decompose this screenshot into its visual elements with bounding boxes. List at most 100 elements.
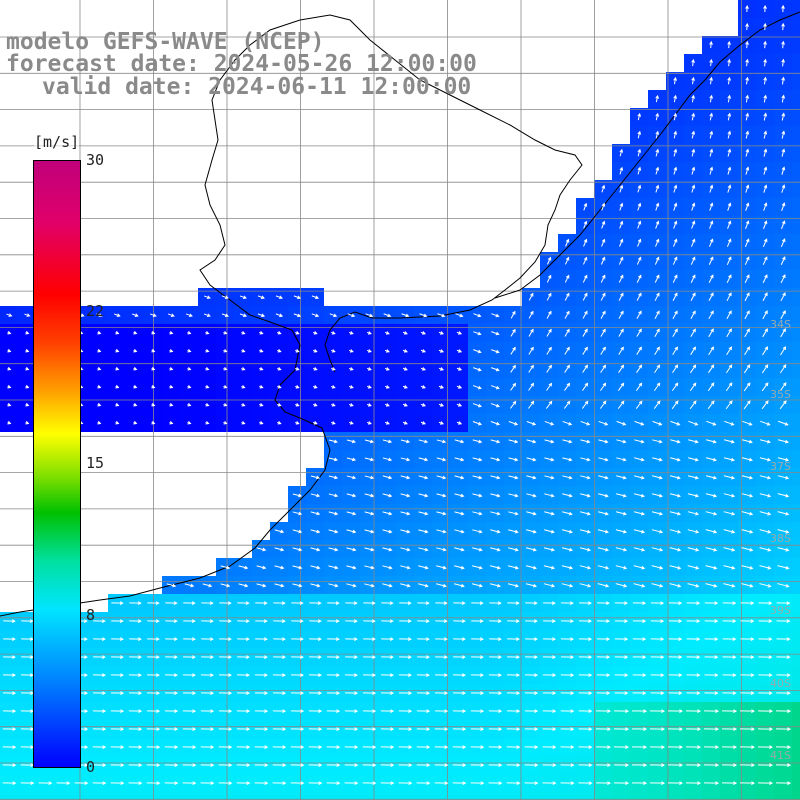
wind-arrow-head: [7, 330, 12, 335]
wind-arrow-head: [620, 400, 625, 405]
wind-arrow-head: [480, 673, 485, 677]
wind-arrow-head: [696, 637, 701, 641]
wind-arrow-head: [601, 220, 606, 225]
wind-arrow: [673, 185, 677, 193]
wind-arrow-head: [552, 619, 556, 623]
wind-arrow-head: [661, 781, 666, 785]
wind-arrow: [691, 95, 695, 103]
wind-arrow-head: [498, 655, 502, 659]
wind-arrow: [453, 583, 465, 587]
wind-arrow-head: [691, 220, 696, 225]
wind-arrow: [528, 347, 534, 355]
wind-arrow-head: [138, 709, 143, 713]
wind-arrow-head: [637, 238, 642, 243]
wind-arrow-head: [566, 364, 570, 369]
wind-arrow-head: [478, 529, 483, 534]
wind-arrow: [781, 149, 785, 157]
wind-arrow: [490, 367, 500, 371]
wind-arrow-head: [751, 763, 756, 767]
wind-arrow-head: [638, 364, 643, 369]
wind-arrow: [690, 257, 696, 265]
wind-arrow-head: [495, 385, 500, 390]
wind-arrow: [672, 328, 678, 338]
wind-arrow-head: [637, 130, 642, 135]
wind-arrow-head: [223, 402, 228, 407]
wind-arrow: [655, 203, 659, 211]
wind-arrow-head: [282, 655, 286, 659]
wind-arrow-head: [728, 364, 733, 369]
wind-arrow: [651, 529, 663, 533]
wind-arrow-head: [781, 130, 786, 135]
wind-arrow-head: [568, 511, 573, 516]
wind-arrow-head: [745, 76, 749, 81]
wind-arrow-head: [313, 349, 318, 353]
wind-arrow-head: [462, 673, 467, 677]
wind-arrow: [600, 311, 606, 319]
wind-arrow-head: [787, 745, 792, 749]
wind-arrow-head: [151, 366, 156, 371]
wind-arrow-head: [84, 781, 89, 785]
wind-arrow-head: [462, 745, 467, 749]
wind-arrow-head: [714, 637, 719, 641]
wind-arrow-head: [460, 511, 465, 516]
wind-arrow: [601, 239, 605, 247]
wind-arrow-head: [262, 565, 267, 570]
wind-arrow: [400, 457, 410, 461]
wind-arrow-head: [764, 274, 768, 279]
wind-arrow: [292, 529, 302, 533]
wind-arrow-head: [281, 619, 286, 623]
wind-arrow: [364, 511, 374, 515]
wind-arrow-head: [732, 619, 737, 623]
wind-arrow: [600, 293, 606, 301]
wind-arrow-head: [550, 439, 555, 444]
wind-arrow-head: [477, 331, 482, 336]
wind-arrow-head: [727, 238, 732, 243]
wind-arrow-head: [588, 709, 593, 713]
wind-arrow: [600, 329, 606, 337]
wind-cell: [792, 72, 800, 90]
wind-arrow: [582, 257, 588, 265]
wind-arrow: [726, 274, 732, 284]
wind-arrow-head: [785, 529, 790, 534]
wind-arrow: [616, 493, 626, 497]
wind-arrow-head: [388, 439, 393, 444]
wind-arrow: [382, 529, 392, 533]
wind-arrow: [669, 529, 681, 533]
wind-arrow-head: [169, 366, 174, 371]
wind-arrow-head: [406, 439, 411, 444]
wind-arrow-head: [781, 202, 786, 207]
wind-arrow: [687, 547, 699, 551]
wind-arrow: [292, 511, 302, 515]
wind-arrow: [633, 511, 645, 515]
wind-arrow-head: [115, 348, 120, 353]
wind-arrow: [635, 383, 643, 391]
wind-arrow-head: [532, 565, 537, 570]
wind-arrow-head: [300, 709, 305, 713]
wind-arrow-head: [336, 727, 341, 731]
wind-arrow-head: [316, 583, 321, 588]
wind-arrow-head: [295, 331, 300, 335]
wind-cell: [792, 486, 800, 504]
wind-arrow-head: [477, 367, 482, 372]
wind-arrow-head: [640, 422, 645, 426]
wind-arrow-head: [97, 330, 102, 335]
wind-arrow-head: [763, 220, 768, 225]
wind-arrow-head: [534, 781, 539, 785]
wind-arrow: [637, 185, 641, 193]
wind-arrow-head: [205, 330, 210, 335]
wind-arrow-head: [205, 366, 210, 371]
wind-arrow-head: [569, 583, 574, 588]
wind-arrow-head: [749, 584, 754, 588]
wind-arrow-head: [750, 655, 755, 659]
wind-arrow: [562, 493, 572, 497]
wind-arrow-head: [138, 727, 143, 731]
wind-arrow-head: [421, 349, 426, 353]
wind-arrow: [418, 547, 428, 551]
wind-arrow: [672, 346, 678, 356]
wind-arrow: [597, 565, 609, 569]
wind-arrow: [562, 439, 572, 443]
wind-arrow: [672, 293, 678, 301]
wind-arrow-head: [692, 382, 697, 387]
wind-arrow-head: [97, 366, 102, 371]
wind-arrow-head: [426, 709, 431, 713]
